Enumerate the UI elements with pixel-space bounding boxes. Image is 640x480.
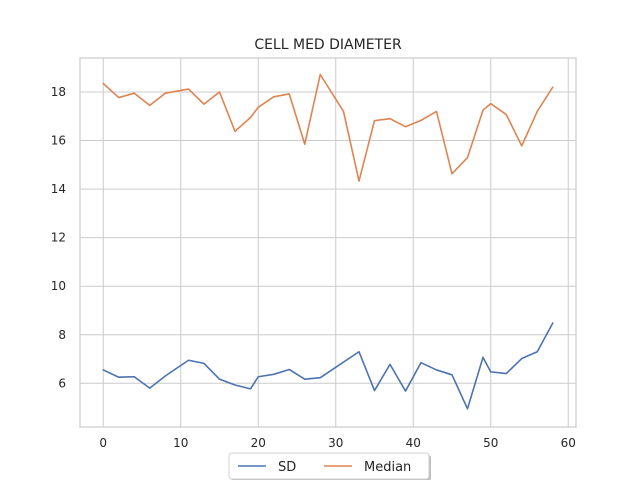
y-tick-label: 12 (51, 231, 66, 245)
y-tick-label: 8 (58, 328, 66, 342)
grid-lines (80, 58, 576, 427)
x-tick-label: 30 (328, 436, 343, 450)
y-tick-label: 6 (58, 376, 66, 390)
tick-labels: 0 10 20 30 40 50 60 6 8 10 12 14 16 18 (51, 85, 576, 450)
series-line-median (102, 73, 554, 182)
x-tick-label: 0 (99, 436, 107, 450)
legend-label-sd: SD (278, 460, 296, 475)
y-tick-label: 10 (51, 279, 66, 293)
x-tick-label: 10 (173, 436, 188, 450)
axes-frame (79, 57, 577, 428)
chart-title: CELL MED DIAMETER (254, 37, 402, 53)
legend-label-median: Median (364, 460, 411, 475)
series-line-sd (102, 322, 554, 410)
y-tick-label: 18 (51, 85, 66, 99)
legend: SD Median (228, 452, 431, 480)
y-tick-label: 16 (51, 134, 66, 148)
x-tick-label: 40 (406, 436, 421, 450)
x-tick-label: 50 (483, 436, 498, 450)
y-tick-label: 14 (51, 182, 66, 196)
plot-area-border (79, 57, 577, 428)
series-lines (102, 73, 554, 410)
x-tick-label: 60 (561, 436, 576, 450)
x-tick-label: 20 (251, 436, 266, 450)
